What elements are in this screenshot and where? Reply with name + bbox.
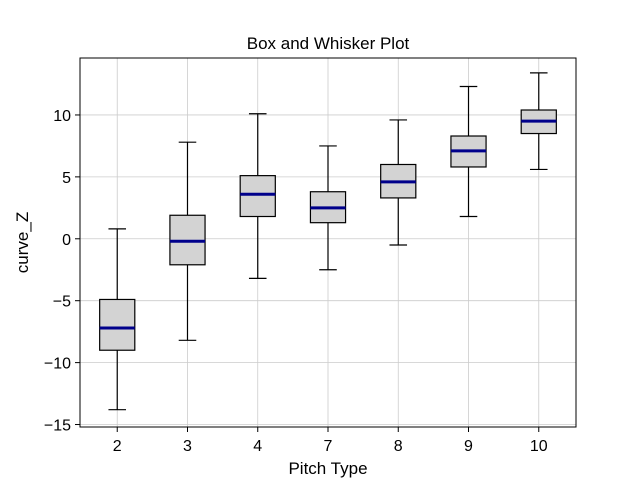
box-9 (450, 85, 487, 218)
y-tick-label: 10 (53, 108, 71, 125)
y-tick-label: −5 (53, 294, 71, 311)
y-tick-label: −15 (44, 418, 71, 435)
x-tick-label: 9 (464, 438, 473, 455)
box-3 (169, 141, 206, 341)
x-tick-label: 3 (183, 438, 192, 455)
y-axis-label: curve_Z (13, 212, 32, 273)
x-tick-label: 10 (530, 438, 548, 455)
box-body (99, 298, 136, 351)
axis-ticks: 2 3 4 7 8 9 10 −15 −10 −5 0 5 10 (44, 108, 548, 455)
y-tick-label: 5 (62, 170, 71, 187)
box-8 (380, 119, 417, 246)
box-2 (99, 228, 136, 411)
x-tick-label: 4 (253, 438, 262, 455)
y-tick-label: 0 (62, 232, 71, 249)
box-body (239, 175, 276, 218)
chart-title: Box and Whisker Plot (247, 34, 410, 53)
x-axis-label: Pitch Type (288, 459, 367, 478)
box-10 (520, 72, 557, 171)
x-tick-label: 7 (324, 438, 333, 455)
x-tick-label: 2 (113, 438, 122, 455)
box-4 (239, 113, 276, 280)
y-tick-label: −10 (44, 356, 71, 373)
box-series (99, 72, 557, 411)
box-7 (309, 145, 347, 271)
x-tick-label: 8 (394, 438, 403, 455)
